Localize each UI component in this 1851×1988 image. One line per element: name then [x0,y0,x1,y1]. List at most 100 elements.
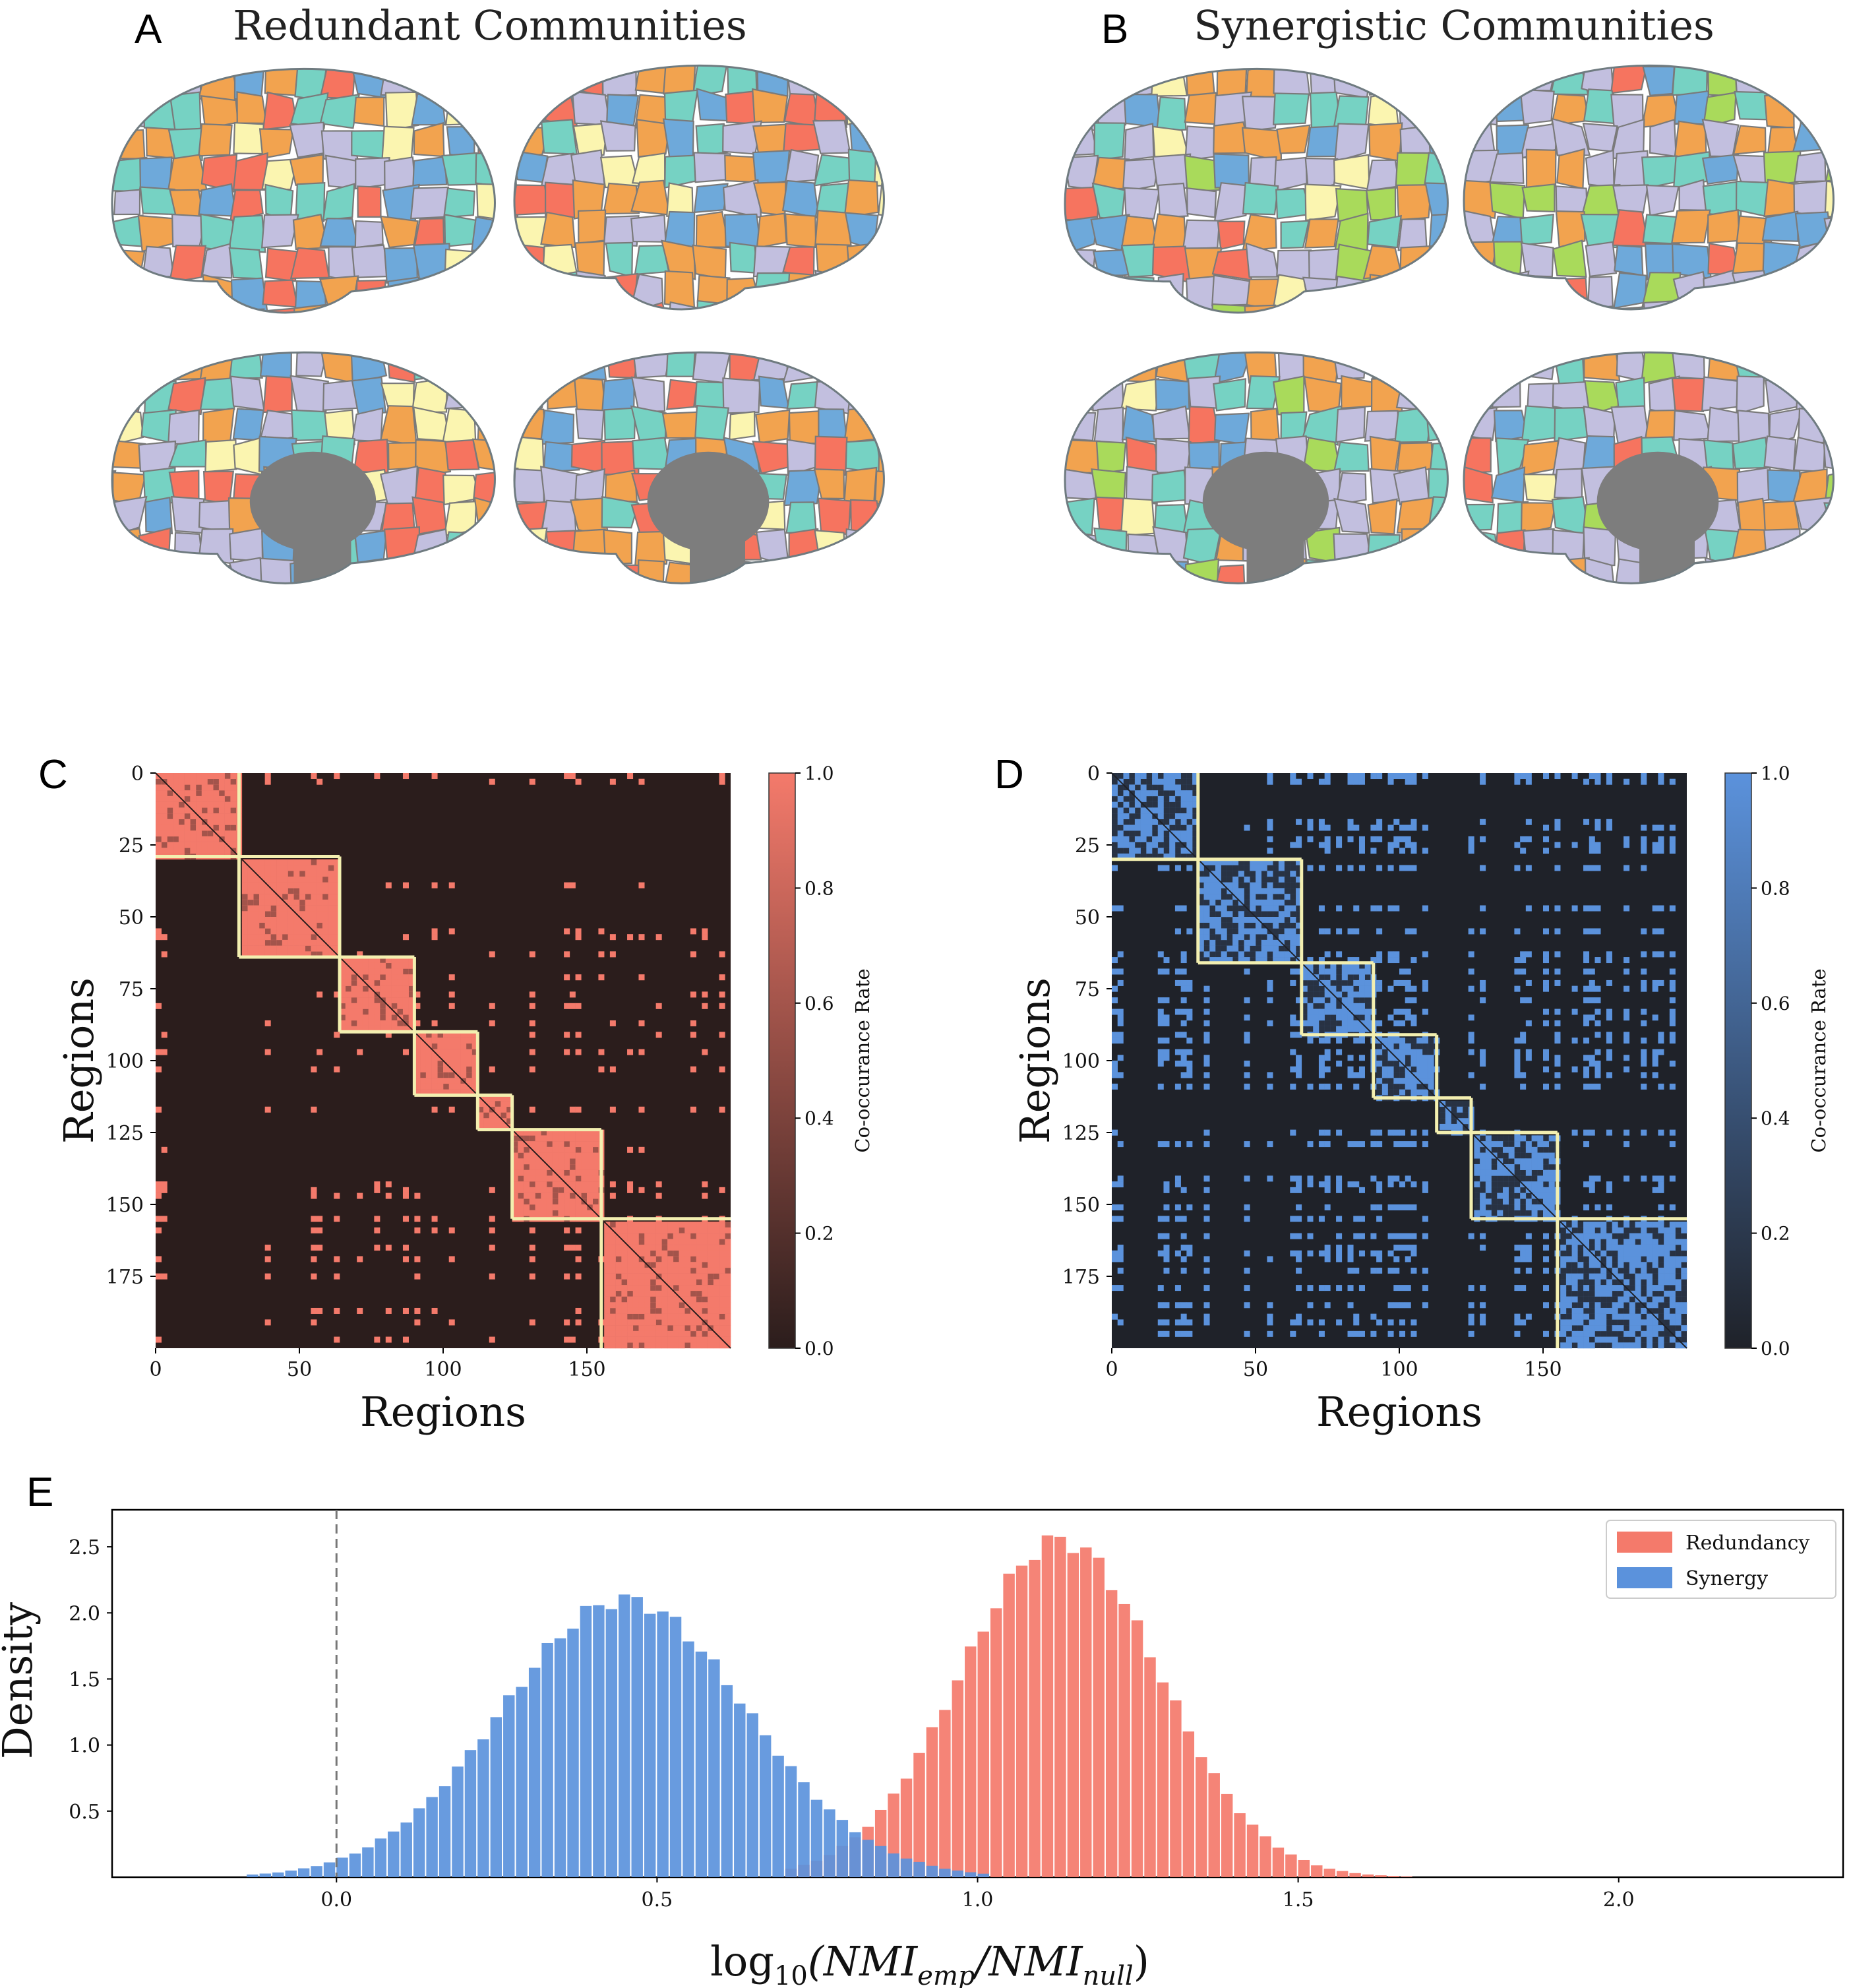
y-tick-label: 0 [131,762,144,786]
histogram-bar [734,1703,746,1877]
histogram-bar [977,1873,989,1877]
histogram-bar [541,1642,553,1877]
histogram-bar [965,1872,977,1877]
y-tick-label: 150 [1062,1194,1100,1217]
histogram-bar [824,1809,835,1877]
histogram-bar [413,1808,425,1877]
panel-b-letter: B [1101,7,1128,52]
histogram-bar [836,1820,849,1877]
y-tick-label: 100 [106,1050,144,1073]
y-tick-label: 100 [1062,1050,1100,1073]
legend-swatch [1617,1532,1672,1553]
histogram-bar [657,1611,669,1877]
histogram-bar [375,1838,387,1877]
series-redundancy-bars [785,1535,1412,1877]
histogram-bar [746,1713,758,1877]
histogram-bar [1041,1535,1054,1877]
histogram-bar [426,1797,438,1877]
histogram-bar [1016,1565,1028,1877]
histogram-bar [528,1667,541,1877]
histogram-bar [477,1739,489,1877]
y-tick-label: 75 [119,978,144,1001]
histogram-bar [1080,1547,1092,1877]
histogram-bar [619,1594,630,1877]
histogram-bar [952,1680,964,1877]
histogram-bar [669,1617,682,1877]
colorbar-tick-label: 0.0 [804,1338,834,1359]
histogram-bar [926,1727,938,1877]
histogram-bar [1093,1557,1105,1877]
brain-surface-view [1065,69,1448,313]
histogram-bar [1323,1869,1335,1877]
histogram-bar [939,1869,951,1877]
heatmap-diagonal [155,772,731,1349]
histogram-bar [1336,1871,1349,1877]
colorbar-tick-label: 0.6 [804,993,834,1014]
histogram-bar [503,1695,515,1877]
histogram-bar [349,1853,361,1877]
histogram-bar [1067,1553,1079,1877]
histogram-bar [952,1870,964,1877]
histogram-bar [644,1613,656,1877]
histogram-bar [977,1631,989,1877]
histogram-bar [1375,1875,1387,1877]
histogram-bar [400,1822,412,1877]
colorbar-tick-label: 0.4 [1761,1107,1790,1129]
y-tick-label: 125 [106,1122,144,1145]
panel-a-title: Redundant Communities [233,1,746,49]
histogram-bar [452,1766,464,1877]
colorbar-frame [768,772,796,1349]
histogram-bar [683,1641,694,1877]
colorbar-tick-label: 1.0 [1761,762,1790,784]
histogram-bar [593,1605,605,1877]
histogram-bar [567,1629,579,1877]
colorbar-label: Co-occurance Rate [851,968,874,1152]
histogram-bar [1105,1590,1118,1877]
y-tick-label: 1.0 [69,1735,100,1758]
brain-surface-view [514,65,884,309]
histogram-bar [388,1831,400,1877]
histogram-bar [1272,1848,1285,1877]
synergistic-brain-surfaces [1064,64,1835,584]
histogram-bar [913,1753,925,1877]
y-tick-label: 0 [1087,762,1100,786]
histogram-bar [1387,1876,1400,1877]
histogram-bar [926,1865,938,1877]
panel-e-letter: E [26,1470,53,1515]
colorbar-tick-label: 1.0 [804,762,834,784]
histogram-bar [516,1687,528,1877]
y-tick-label: 75 [1075,978,1100,1001]
x-tick-label: 1.0 [962,1888,994,1911]
series-synergy-bars [247,1594,989,1877]
nmi-histogram-chart: Density log10(NMIemp/NMInull) 0.0 0.5 1.0 1… [0,1508,1844,1988]
synergy-cooccurrence-heatmap: 0 50 100 150 0 25 50 75 100 125 150 175 Regions Regio… [1011,762,1830,1436]
histogram-bar [913,1861,925,1877]
y-tick-label: 25 [119,834,144,857]
histogram-bar [849,1832,861,1877]
histogram-bar [874,1846,887,1877]
redundancy-cooccurrence-heatmap: 0 50 100 150 0 25 50 75 100 125 150 175 Regions Regio… [55,762,874,1436]
heatmap-y-axis-label: Regions [55,978,103,1144]
y-tick-label: 50 [119,906,144,929]
y-tick-label: 1.5 [69,1668,100,1691]
histogram-bar [247,1874,258,1877]
y-tick-label: 175 [1062,1266,1100,1289]
brain-surface-view [1464,352,1834,584]
histogram-bar [990,1608,1002,1877]
legend-label: Redundancy [1685,1532,1809,1555]
brain-surface-view [1464,65,1834,309]
y-tick-label: 150 [106,1194,144,1217]
histogram-x-axis-label: log10(NMIemp/NMInull) [710,1937,1149,1988]
histogram-bar [695,1651,708,1877]
histogram-bar [490,1717,502,1877]
histogram-bar [1170,1700,1182,1877]
colorbar-label: Co-occurance Rate [1807,968,1830,1152]
histogram-bar [1349,1873,1361,1877]
x-tick-label: 0.0 [320,1888,352,1911]
histogram-bar [772,1755,784,1877]
histogram-bar [1298,1859,1310,1877]
histogram-bar [1196,1757,1207,1877]
colorbar-tick-label: 0.0 [1761,1338,1790,1359]
histogram-bar [297,1868,310,1877]
histogram-bar [1234,1813,1246,1877]
